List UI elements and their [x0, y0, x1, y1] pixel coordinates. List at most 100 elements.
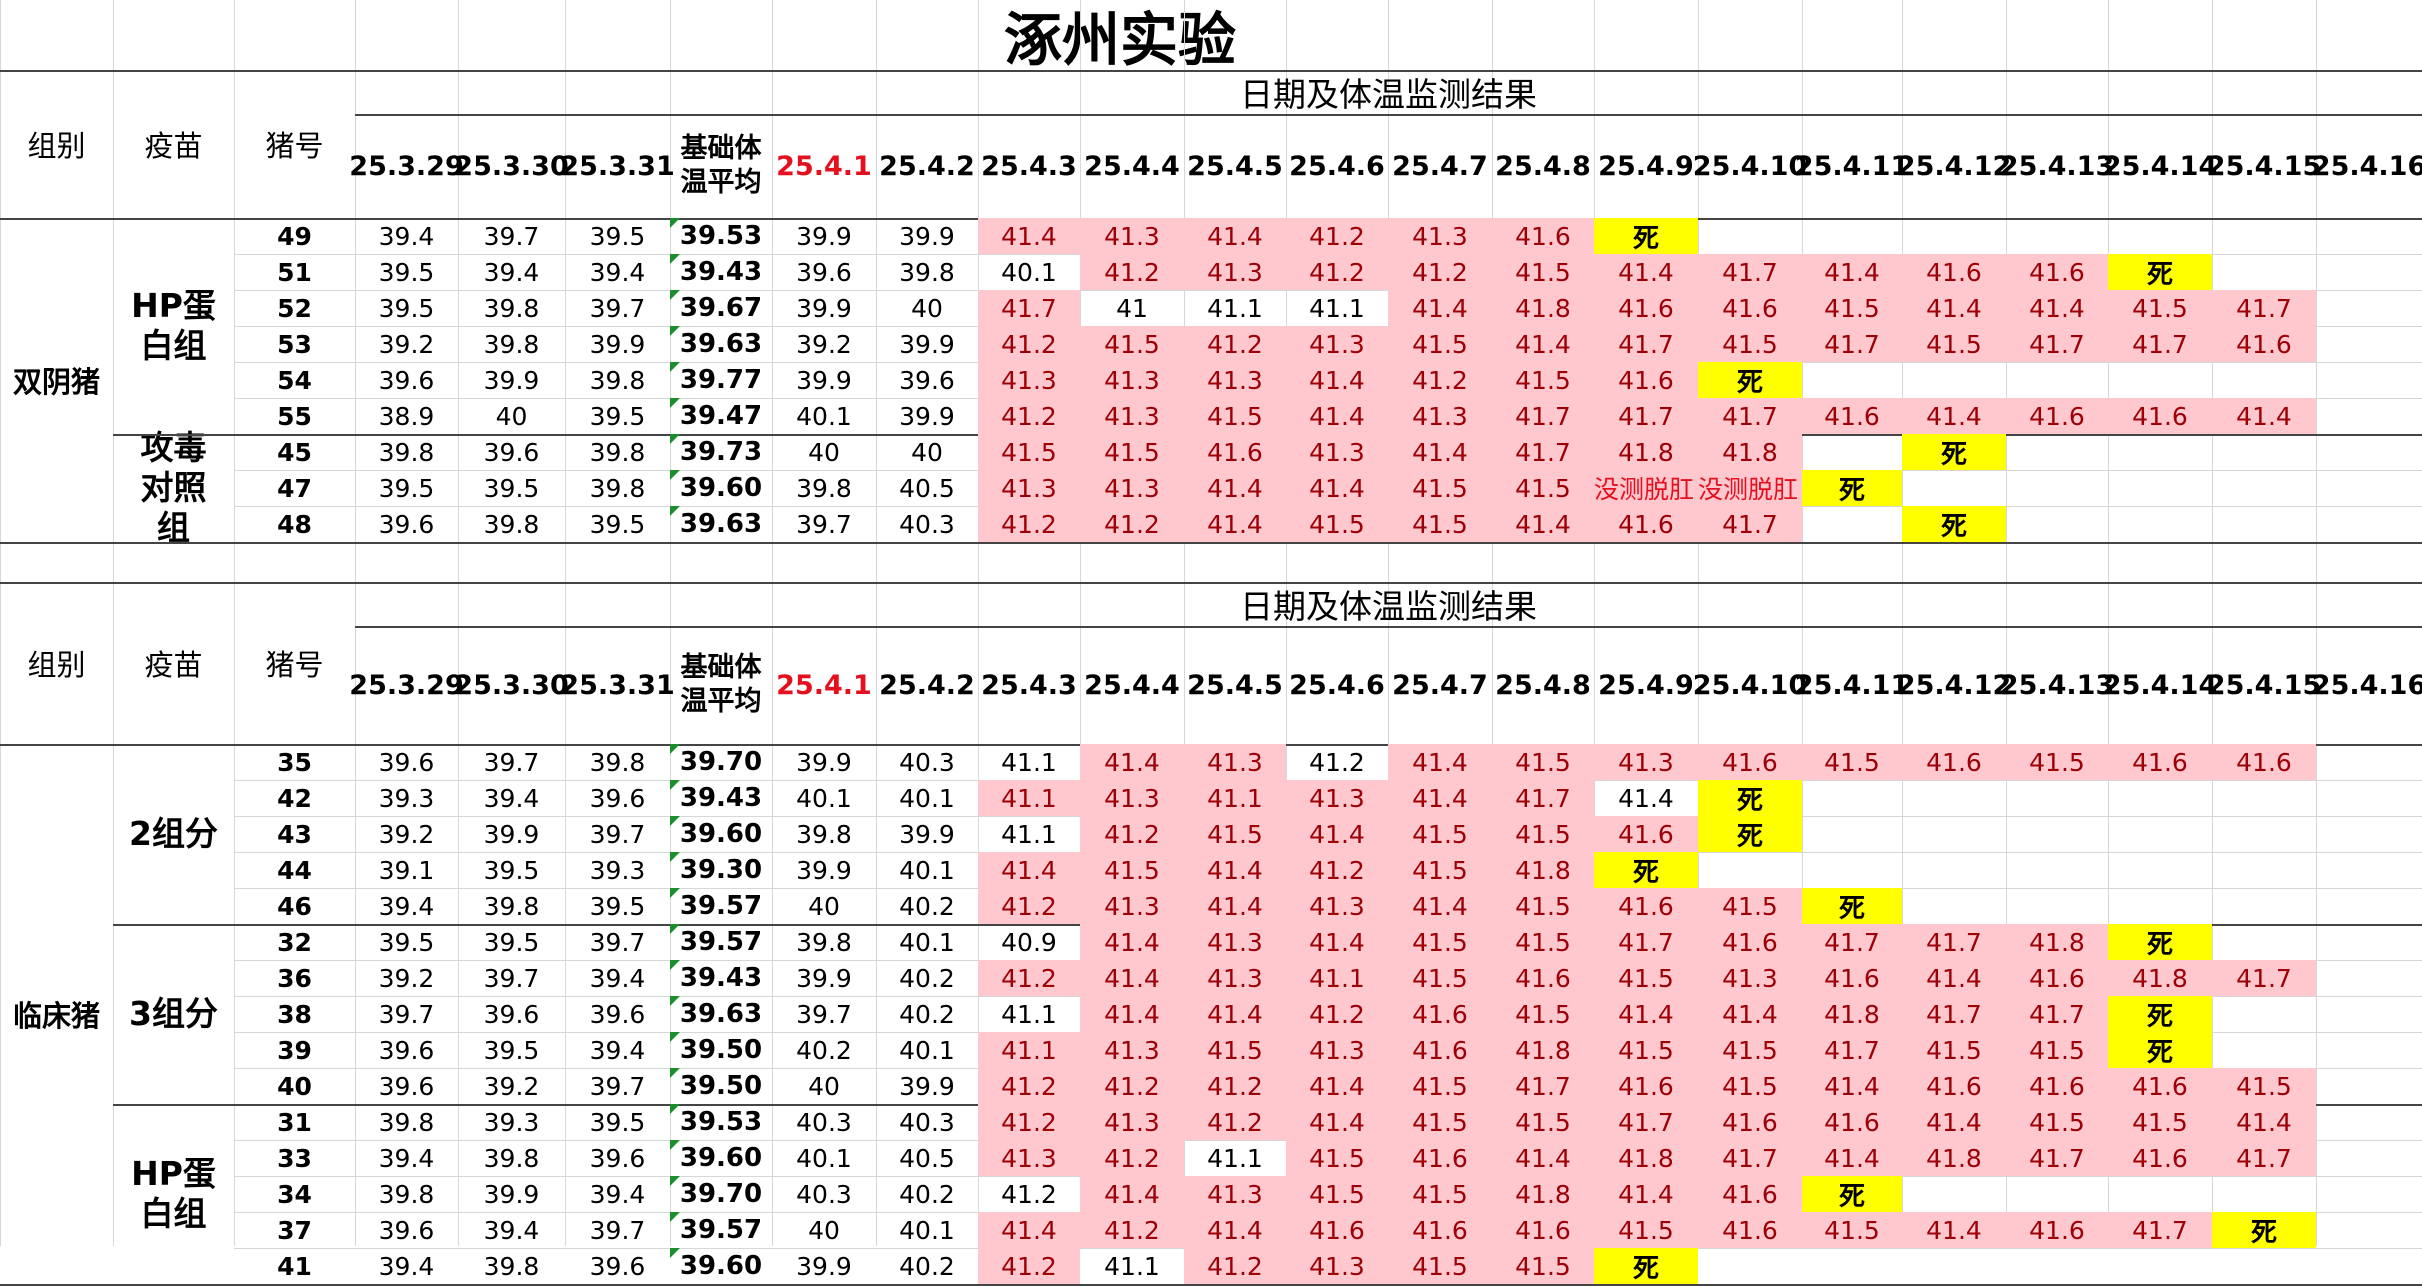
temp-cell [1902, 470, 2006, 506]
temp-cell [2212, 362, 2316, 398]
date-header: 25.4.2 [879, 150, 975, 182]
grid-vline [2212, 0, 2213, 1246]
avg-header-line1: 基础体 [680, 133, 762, 164]
temp-cell [1698, 1248, 1802, 1284]
avg-header-line1: 基础体 [680, 652, 762, 683]
temp-cell: 41.2 [978, 1068, 1080, 1104]
dead-marker: 死 [1698, 816, 1802, 852]
pre-temp-cell: 39.7 [589, 293, 646, 323]
temp-cell: 41.7 [1492, 1068, 1594, 1104]
temp-cell: 39.9 [796, 747, 852, 777]
pre-temp-cell: 40 [495, 401, 528, 431]
pre-temp-cell: 39.4 [589, 257, 646, 287]
temp-cell: 40.3 [899, 1107, 955, 1137]
dead-marker: 死 [2212, 1212, 2316, 1248]
temp-cell: 41.5 [1698, 888, 1802, 924]
temp-cell: 41.5 [1388, 1068, 1492, 1104]
temp-cell: 41.8 [1492, 852, 1594, 888]
dead-marker: 死 [1802, 1176, 1902, 1212]
pre-temp-cell: 39.5 [589, 891, 646, 921]
pre-temp-cell: 39.9 [483, 1179, 540, 1209]
pre-temp-cell: 39.8 [589, 365, 646, 395]
dead-marker: 死 [2108, 996, 2212, 1032]
pig-number: 35 [277, 747, 312, 777]
temp-cell: 41.3 [1594, 744, 1698, 780]
temp-cell: 40.1 [796, 1143, 852, 1173]
date-header: 25.4.2 [879, 669, 975, 701]
temp-cell: 41.2 [1080, 254, 1184, 290]
formula-flag-icon [670, 326, 680, 336]
temp-cell [2212, 924, 2316, 960]
grid-vline [772, 0, 773, 1246]
pre-temp-cell: 39.8 [589, 437, 646, 467]
grid-vline [1698, 0, 1699, 1246]
grid-vline [1286, 0, 1287, 1246]
pre-temp-cell: 39.5 [483, 927, 540, 957]
temp-cell: 41.6 [2006, 1212, 2108, 1248]
temp-cell: 41.1 [1104, 1251, 1160, 1281]
pre-temp-cell: 39.4 [589, 1035, 646, 1065]
temp-cell: 41.6 [1902, 254, 2006, 290]
temp-cell: 41.6 [2108, 1068, 2212, 1104]
temp-cell: 41.2 [1080, 1140, 1184, 1176]
pre-temp-cell: 39.8 [483, 329, 540, 359]
temp-cell: 41.5 [1388, 1176, 1492, 1212]
temp-cell: 41.7 [2108, 1212, 2212, 1248]
date-header: 25.4.4 [1084, 150, 1180, 182]
temp-cell: 41.5 [1492, 816, 1594, 852]
avg-temp-cell: 39.63 [670, 996, 772, 1032]
temp-cell [2006, 506, 2108, 542]
temp-cell: 41.4 [1902, 290, 2006, 326]
temp-cell: 41.4 [1080, 960, 1184, 996]
pig-number: 47 [277, 473, 312, 503]
temp-cell: 41.6 [1698, 1212, 1802, 1248]
formula-flag-icon [670, 744, 680, 754]
temp-cell: 41.5 [1698, 326, 1802, 362]
pre-temp-cell: 39.6 [378, 747, 435, 777]
temp-cell: 41.4 [1286, 470, 1388, 506]
temp-cell [2212, 1032, 2316, 1068]
temp-cell: 39.8 [899, 257, 955, 287]
temp-cell: 41.2 [978, 1248, 1080, 1284]
temp-cell: 41.4 [1594, 996, 1698, 1032]
pre-temp-cell: 39.8 [483, 293, 540, 323]
temp-cell: 41.8 [2006, 924, 2108, 960]
pre-temp-cell: 39.4 [483, 257, 540, 287]
temp-cell: 41.6 [1492, 218, 1594, 254]
temp-cell: 没测脱肛 [1698, 470, 1802, 506]
temp-cell: 41.7 [2006, 996, 2108, 1032]
temp-cell: 41.4 [1492, 326, 1594, 362]
pig-number: 31 [277, 1107, 312, 1137]
temp-cell: 41.5 [2108, 1104, 2212, 1140]
temp-cell: 41.5 [1594, 960, 1698, 996]
pre-temp-cell: 39.5 [378, 293, 435, 323]
temp-cell: 40.3 [796, 1179, 852, 1209]
temp-cell: 41.6 [1698, 924, 1802, 960]
formula-flag-icon [670, 996, 680, 1006]
temp-cell: 41.6 [1594, 290, 1698, 326]
date-header: 25.4.4 [1084, 669, 1180, 701]
temp-cell: 41.5 [1492, 744, 1594, 780]
temp-cell: 41.6 [2006, 1068, 2108, 1104]
temp-cell: 41.1 [1309, 293, 1365, 323]
pre-temp-cell: 39.9 [483, 365, 540, 395]
temp-cell: 41.3 [1080, 398, 1184, 434]
temp-cell: 41.4 [978, 852, 1080, 888]
avg-temp-cell: 39.60 [670, 470, 772, 506]
temp-cell: 39.9 [796, 855, 852, 885]
temp-cell: 41.5 [1492, 362, 1594, 398]
temp-cell [2108, 852, 2212, 888]
temp-cell: 41.8 [1594, 1140, 1698, 1176]
temp-cell: 41.6 [1594, 362, 1698, 398]
pre-temp-cell: 39.2 [378, 819, 435, 849]
dead-marker: 死 [1802, 470, 1902, 506]
temp-cell: 39.8 [796, 473, 852, 503]
formula-flag-icon [670, 1176, 680, 1186]
date-header: 25.4.8 [1495, 150, 1591, 182]
temp-cell: 41.8 [1492, 1032, 1594, 1068]
temp-cell: 41.6 [1388, 1140, 1492, 1176]
temp-cell: 41.5 [1492, 1104, 1594, 1140]
pre-temp-cell: 39.7 [483, 747, 540, 777]
dead-marker: 死 [1802, 888, 1902, 924]
temp-cell: 41.7 [2212, 290, 2316, 326]
